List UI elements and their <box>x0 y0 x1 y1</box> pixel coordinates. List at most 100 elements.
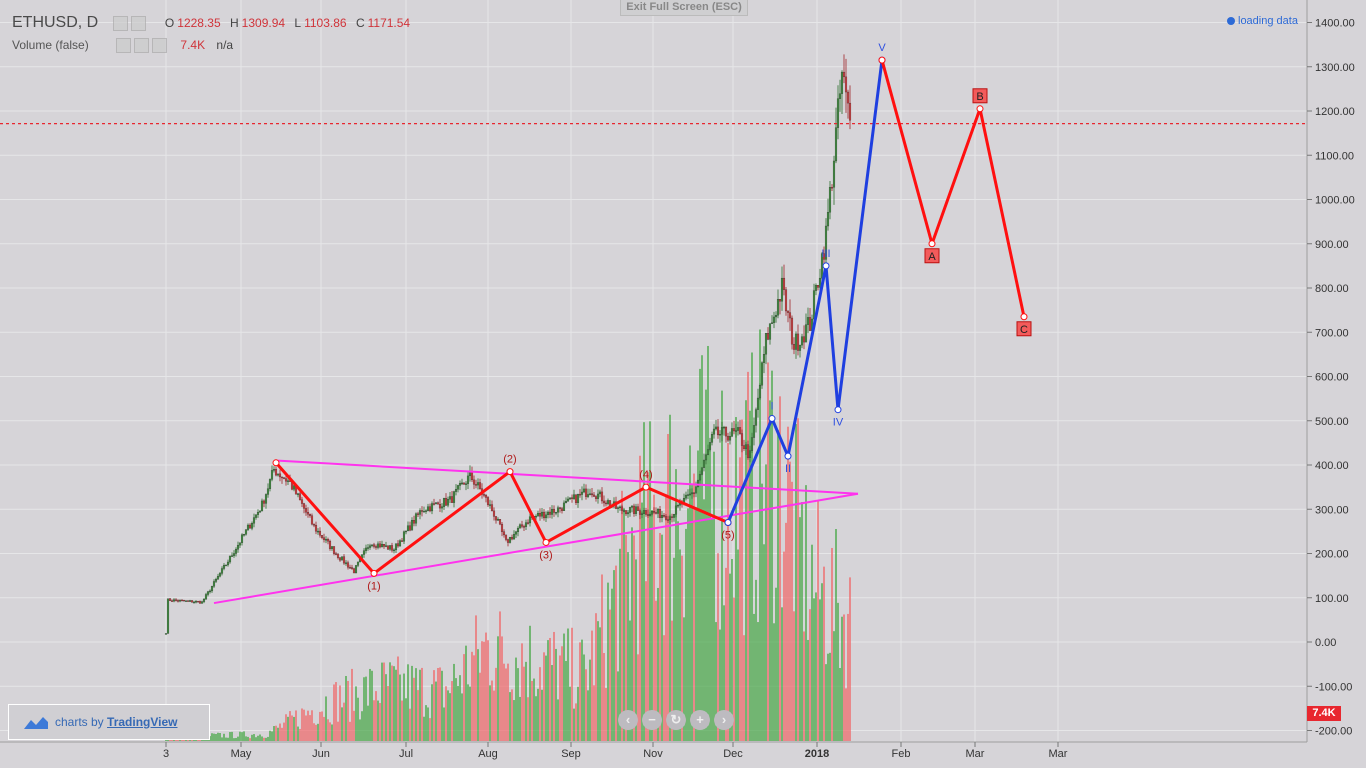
scroll-left-button[interactable]: ‹ <box>618 710 638 730</box>
candle-body <box>438 504 442 509</box>
candle-body <box>192 601 196 604</box>
candle-body <box>186 600 190 602</box>
volume-bar <box>531 680 533 741</box>
candle-body <box>356 561 360 566</box>
volume-bar <box>443 707 445 741</box>
volume-bar <box>733 597 735 741</box>
candle-body <box>350 567 354 569</box>
volume-bar <box>487 640 489 741</box>
candle-body <box>166 598 170 634</box>
wave-label: IV <box>833 417 844 429</box>
candle-body <box>558 507 562 509</box>
candle-body <box>662 515 666 517</box>
candle-body <box>504 534 508 540</box>
candle-body <box>396 543 400 547</box>
volume-bar <box>651 510 653 741</box>
candle-body <box>324 539 328 541</box>
volume-bar <box>723 605 725 741</box>
volume-bar <box>269 730 271 741</box>
candle-body <box>658 509 662 518</box>
volume-bar <box>717 553 719 741</box>
volume-bar <box>773 623 775 741</box>
volume-bar <box>501 636 503 741</box>
candle-body <box>546 511 550 516</box>
candle-body <box>676 505 680 507</box>
volume-bar <box>233 738 235 741</box>
reset-chart-button[interactable]: ↻ <box>666 710 686 730</box>
wave-label: (2) <box>503 454 516 466</box>
volume-bar <box>359 719 361 741</box>
volume-bar <box>267 736 269 741</box>
volume-na: n/a <box>216 38 234 52</box>
legend-settings-icon[interactable] <box>112 16 128 32</box>
open-label: O <box>164 16 175 30</box>
volume-bar <box>337 721 339 741</box>
time-axis[interactable]: 3 May Jun Jul Aug Sep Nov Dec 2018 Feb Mar Mar <box>163 742 1068 760</box>
y-tick-label: 1100.00 <box>1315 150 1354 162</box>
candle-body <box>624 510 628 515</box>
volume-bar <box>683 617 685 741</box>
candle-body <box>190 600 194 603</box>
candle-body <box>540 511 544 517</box>
volume-bar <box>389 662 391 741</box>
volume-bar <box>413 677 415 741</box>
volume-hide-icon[interactable] <box>134 38 150 54</box>
blue-wave-node <box>768 415 776 423</box>
volume-bar <box>597 621 599 741</box>
volume-bar <box>677 521 679 741</box>
triangle-trendline <box>213 492 859 605</box>
loading-dot-icon <box>1227 17 1235 26</box>
candle-body <box>620 506 624 511</box>
volume-bar <box>707 345 709 741</box>
volume-bar <box>781 607 783 741</box>
tradingview-badge[interactable]: charts by TradingView <box>8 704 210 740</box>
y-tick-label: -200.00 <box>1315 726 1352 738</box>
exit-fullscreen-button[interactable]: Exit Full Screen (ESC) <box>620 0 748 16</box>
volume-bar <box>521 643 523 741</box>
candle-body <box>436 502 440 505</box>
volume-bar <box>653 494 655 741</box>
candle-body <box>406 525 410 532</box>
candle-body <box>542 511 546 519</box>
candle-body <box>554 512 558 514</box>
candle-body <box>230 555 234 557</box>
volume-bar <box>459 675 461 741</box>
y-tick-label: 400.00 <box>1315 460 1349 472</box>
candle-body <box>640 513 644 515</box>
x-tick-label: Sep <box>561 748 581 760</box>
legend-hide-icon[interactable] <box>130 16 146 32</box>
wave-label: III <box>821 248 830 260</box>
volume-bar <box>591 630 593 741</box>
zoom-out-button[interactable]: − <box>642 710 662 730</box>
volume-bar <box>689 445 691 741</box>
volume-bar <box>751 352 753 741</box>
tradingview-link[interactable]: TradingView <box>107 715 178 729</box>
candle-body <box>402 531 406 542</box>
volume-bar <box>565 661 567 741</box>
candle-body <box>340 556 344 561</box>
candle-body <box>196 601 200 603</box>
volume-bar <box>417 690 419 741</box>
candle-body <box>280 476 284 479</box>
candle-body <box>766 333 770 340</box>
price-axis[interactable]: 1400.00 1300.00 1200.00 1100.00 1000.00 900.0… <box>1307 18 1355 738</box>
candle-body <box>218 573 222 577</box>
candle-body <box>394 543 398 551</box>
zoom-in-button[interactable]: + <box>690 710 710 730</box>
volume-label: Volume (false) <box>12 38 89 52</box>
candle-body <box>232 553 236 556</box>
volume-settings-icon[interactable] <box>116 38 132 54</box>
candle-body <box>228 555 232 563</box>
volume-bar <box>331 724 333 741</box>
candle-body <box>798 344 802 351</box>
volume-bar <box>257 735 259 741</box>
candle-body <box>604 502 608 505</box>
volume-bar <box>829 652 831 741</box>
scroll-right-button[interactable]: › <box>714 710 734 730</box>
volume-bar <box>679 549 681 741</box>
volume-bar <box>223 733 225 741</box>
candle-body <box>694 486 698 494</box>
volume-close-icon[interactable] <box>152 38 168 54</box>
volume-bar <box>655 600 657 741</box>
